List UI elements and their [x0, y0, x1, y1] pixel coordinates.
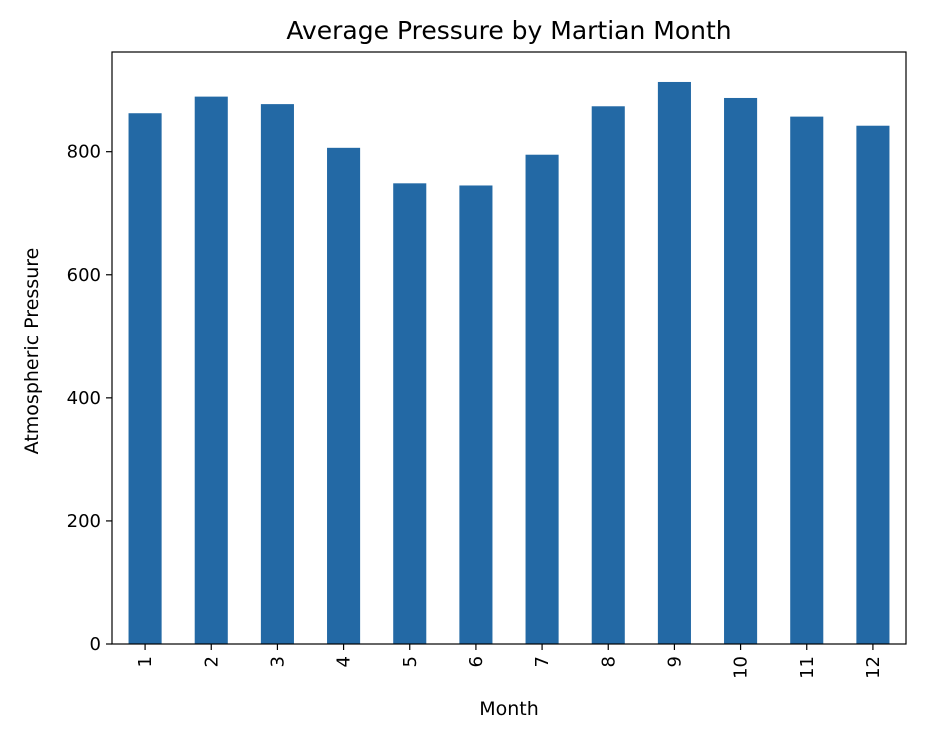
y-axis-label: Atmospheric Pressure — [21, 248, 43, 455]
bar-month-10 — [724, 97, 758, 645]
x-tick-label: 7 — [532, 656, 553, 667]
bar-month-9 — [657, 81, 691, 645]
x-tick-label: 6 — [466, 656, 487, 667]
bar-month-2 — [194, 96, 228, 645]
x-tick-label: 2 — [201, 656, 222, 667]
y-tick-label: 400 — [67, 388, 101, 409]
bar-month-11 — [790, 116, 824, 645]
x-tick-label: 11 — [797, 656, 818, 679]
bar-month-1 — [128, 113, 162, 645]
y-tick-label: 600 — [67, 265, 101, 286]
bar-month-6 — [459, 185, 493, 645]
x-tick-label: 5 — [400, 656, 421, 667]
bar-month-4 — [327, 147, 361, 644]
y-tick-label: 0 — [90, 634, 101, 655]
bar-month-8 — [591, 106, 625, 644]
bar-month-12 — [856, 125, 890, 645]
x-tick-label: 9 — [664, 656, 685, 667]
bars-group — [128, 81, 890, 645]
x-axis-label: Month — [479, 698, 539, 720]
x-tick-label: 1 — [135, 656, 156, 667]
x-tick-label: 10 — [731, 656, 752, 679]
x-tick-label: 4 — [334, 656, 355, 667]
y-tick-label: 800 — [67, 142, 101, 163]
x-axis: 1 2 3 4 5 6 7 8 9 10 11 12 — [135, 644, 884, 679]
x-tick-label: 3 — [267, 656, 288, 667]
x-tick-label: 8 — [598, 656, 619, 667]
bar-month-3 — [260, 104, 294, 645]
y-tick-label: 200 — [67, 511, 101, 532]
bar-month-7 — [525, 154, 559, 644]
y-axis: 0 200 400 600 800 — [67, 142, 112, 655]
x-tick-label: 12 — [863, 656, 884, 679]
bar-month-5 — [393, 183, 427, 644]
chart-title: Average Pressure by Martian Month — [286, 16, 731, 45]
plot-frame — [111, 51, 907, 645]
